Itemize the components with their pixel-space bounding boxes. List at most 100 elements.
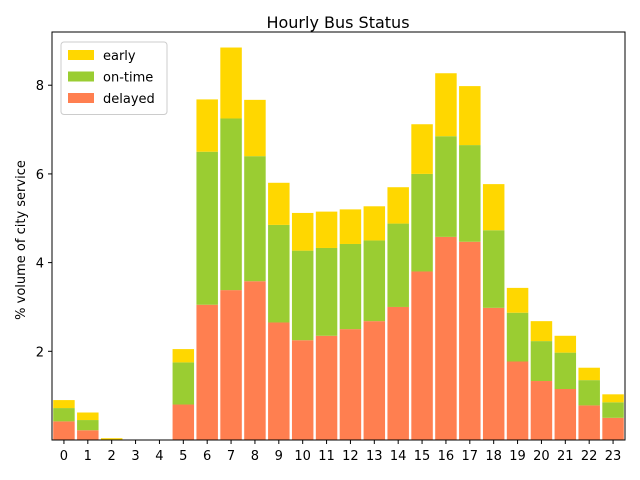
x-tick-label: 8 [251,449,259,464]
bar-on-time-11 [315,247,338,336]
bar-on-time-1 [77,420,99,431]
bar-delayed-12 [339,329,362,440]
bar-delayed-8 [244,281,266,440]
bar-delayed-20 [530,381,553,440]
bar-early-5 [172,349,195,363]
bar-on-time-7 [220,118,242,291]
bar-early-8 [244,99,266,157]
bar-early-13 [363,206,386,241]
legend-label-on-time: on-time [103,71,153,86]
bar-early-0 [53,400,75,409]
x-tick-label: 23 [605,449,622,464]
axes: 0 1 2 3 4 5 6 7 8 9 10 11 12 13 14 15 16 17 18 19 20 21 22 2324… [36,31,626,464]
bar-early-2 [100,438,123,440]
bar-early-22 [578,367,600,381]
x-tick-label: 17 [462,449,479,464]
bar-on-time-21 [554,352,577,389]
bar-on-time-13 [363,240,386,322]
bar-on-time-8 [244,156,266,282]
bar-delayed-7 [220,290,242,440]
x-tick-label: 19 [509,449,526,464]
bar-early-10 [291,212,314,251]
bar-delayed-18 [482,307,505,440]
bar-on-time-0 [53,408,75,422]
chart-title: Hourly Bus Status [266,13,409,32]
bar-delayed-1 [77,430,99,440]
bar-on-time-17 [459,145,481,242]
x-tick-label: 3 [131,449,139,464]
bar-delayed-10 [291,340,314,440]
bar-delayed-19 [506,361,529,440]
bar-on-time-19 [506,312,529,362]
bar-on-time-12 [339,243,362,330]
x-tick-label: 1 [84,449,92,464]
bar-delayed-13 [363,321,386,440]
y-tick-label: 6 [36,168,44,183]
x-tick-label: 11 [318,449,335,464]
bar-early-19 [506,287,529,313]
bar-on-time-9 [268,224,290,323]
bar-delayed-22 [578,405,600,440]
bar-on-time-10 [291,250,314,341]
bar-early-11 [315,211,338,248]
bar-early-16 [435,73,457,137]
bar-early-1 [77,412,99,421]
bar-early-23 [602,394,624,403]
bar-on-time-18 [482,230,505,308]
bar-delayed-17 [459,241,481,440]
x-tick-label: 5 [179,449,187,464]
x-tick-label: 18 [485,449,502,464]
bar-on-time-16 [435,136,457,237]
legend-swatch-on-time [68,71,94,82]
bar-early-18 [482,184,505,231]
legend: early on-time delayed [60,41,168,115]
legend-swatch-early [68,50,94,60]
bar-delayed-6 [196,304,218,440]
legend-label-delayed: delayed [103,92,155,107]
y-tick-label: 2 [36,345,44,360]
x-tick-label: 9 [275,449,283,464]
x-tick-label: 4 [155,449,163,464]
bar-group [53,47,624,440]
x-tick-label: 20 [533,449,550,464]
legend-label-early: early [103,49,136,64]
x-tick-label: 16 [438,449,455,464]
bar-delayed-5 [172,404,195,440]
bar-delayed-23 [602,417,624,440]
bar-delayed-16 [435,236,457,440]
bar-early-9 [268,182,290,225]
bar-on-time-22 [578,380,600,406]
bar-early-12 [339,209,362,244]
x-tick-label: 7 [227,449,235,464]
x-tick-label: 14 [390,449,407,464]
bar-early-14 [387,187,409,224]
bar-on-time-5 [172,362,195,405]
bar-early-15 [411,124,433,174]
bar-early-17 [459,86,481,146]
bar-delayed-11 [315,335,338,440]
bar-early-6 [196,99,218,152]
bar-delayed-21 [554,389,577,440]
bar-early-21 [554,335,577,353]
x-tick-label: 15 [414,449,431,464]
x-tick-label: 13 [366,449,383,464]
bar-delayed-0 [53,421,75,440]
bar-on-time-14 [387,223,409,307]
bar-on-time-23 [602,402,624,418]
y-tick-label: 8 [36,79,44,94]
x-tick-label: 2 [108,449,116,464]
x-tick-label: 0 [60,449,68,464]
bar-on-time-6 [196,151,218,305]
bar-on-time-20 [530,341,553,382]
y-axis-label: % volume of city service [14,160,29,320]
x-tick-label: 6 [203,449,211,464]
plot-frame [51,31,626,441]
bar-delayed-14 [387,306,409,440]
legend-swatch-delayed [68,93,94,103]
bar-early-7 [220,47,242,119]
bar-delayed-15 [411,271,433,440]
bar-on-time-15 [411,173,433,272]
bar-delayed-9 [268,322,290,440]
x-tick-label: 12 [342,449,359,464]
